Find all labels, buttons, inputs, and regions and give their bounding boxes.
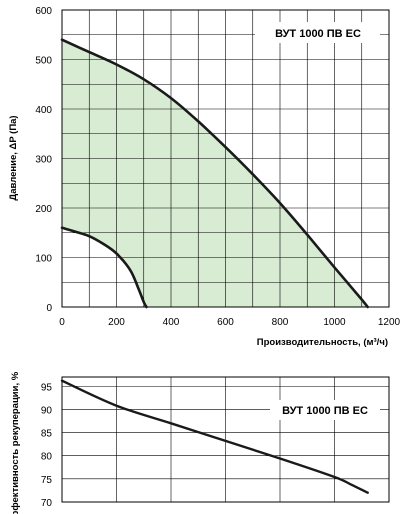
- pressure-x-tick-label: 200: [108, 317, 125, 328]
- pressure-y-tick-label: 100: [35, 254, 52, 265]
- pressure-x-tick-label: 800: [272, 317, 289, 328]
- pressure-x-ticks: 0 200 400 600 800 1000 1200: [59, 317, 400, 328]
- efficiency-y-tick-label: 75: [41, 475, 53, 486]
- pressure-y-tick-label: 400: [35, 105, 52, 116]
- pressure-y-tick-label: 200: [35, 204, 52, 215]
- min-performance-curve: [60, 226, 148, 309]
- pressure-x-tick-label: 0: [59, 317, 65, 328]
- pressure-y-tick-label: 300: [35, 155, 52, 166]
- pressure-x-axis-label: Производительность, (м³/ч): [257, 337, 388, 348]
- pressure-y-tick-label: 0: [46, 303, 52, 314]
- efficiency-y-tick-label: 80: [41, 452, 53, 463]
- pressure-y-tick-label: 600: [35, 6, 52, 17]
- pressure-x-tick-label: 600: [217, 317, 234, 328]
- pressure-grid: [62, 10, 389, 307]
- efficiency-legend-box: [270, 400, 380, 420]
- efficiency-plot-border: [61, 376, 390, 503]
- pressure-y-ticks: 0 100 200 300 400 500 600: [35, 6, 52, 314]
- pressure-legend-label: ВУТ 1000 ПВ ЕС: [275, 28, 361, 40]
- efficiency-y-tick-label: 70: [41, 498, 53, 509]
- efficiency-y-tick-label: 90: [41, 405, 53, 416]
- max-performance-curve: [60, 38, 369, 309]
- efficiency-y-axis-label: эффективность рекуперации, %: [10, 371, 21, 514]
- pressure-plot-border: [61, 9, 390, 308]
- pressure-y-axis-label: Давление, ΔP (Па): [8, 115, 19, 200]
- pressure-chart: 0 200 400 600 800 1000 1200 0 100 200 300 400 500 60…: [8, 6, 401, 348]
- efficiency-y-tick-label: 85: [41, 429, 53, 440]
- pressure-x-tick-label: 1000: [323, 317, 346, 328]
- working-area-fill: [62, 39, 368, 307]
- efficiency-y-tick-label: 95: [41, 382, 53, 393]
- efficiency-curve: [60, 379, 369, 494]
- efficiency-grid: [62, 377, 389, 502]
- efficiency-chart: ВУТ 1000 ПВ ЕС 70 75 80 85 90 95 эффективност…: [10, 371, 390, 514]
- pressure-y-tick-label: 500: [35, 56, 52, 67]
- efficiency-y-ticks: 70 75 80 85 90 95: [41, 382, 53, 509]
- efficiency-legend-label: ВУТ 1000 ПВ ЕС: [282, 405, 368, 417]
- pressure-x-tick-label: 400: [163, 317, 180, 328]
- pressure-legend-box: [255, 22, 380, 43]
- pressure-x-tick-label: 1200: [378, 317, 401, 328]
